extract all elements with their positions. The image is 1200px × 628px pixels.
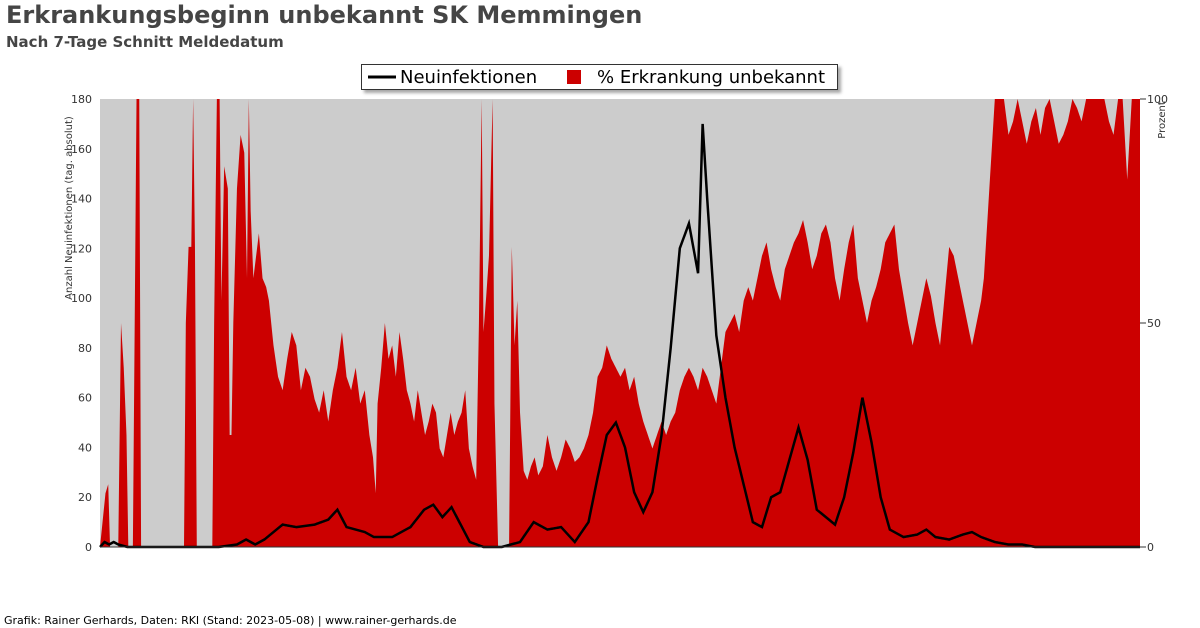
legend-label-neuinfektionen: Neuinfektionen (400, 67, 538, 88)
percent-unknown-area (100, 99, 1140, 547)
right-tick-label: 100 (1147, 93, 1168, 106)
percent-area-layer (100, 99, 1140, 547)
left-tick-label: 140 (71, 193, 92, 206)
left-tick-label: 40 (78, 441, 92, 454)
left-tick-label: 120 (71, 242, 92, 255)
left-tick-label: 100 (71, 292, 92, 305)
legend: Neuinfektionen % Erkrankung unbekannt (361, 64, 838, 90)
footer-credit: Grafik: Rainer Gerhards, Daten: RKI (Sta… (4, 614, 457, 627)
chart-subtitle: Nach 7-Tage Schnitt Meldedatum (6, 33, 284, 51)
infections-line (99, 123, 1140, 549)
legend-label-percent: % Erkrankung unbekannt (597, 67, 826, 88)
left-axis-label: Anzahl Neuinfektionen (tag. absolut) (64, 116, 75, 300)
legend-bar-swatch (567, 70, 581, 84)
left-tick-label: 80 (78, 342, 92, 355)
right-axis-label: Prozent (1157, 101, 1168, 139)
left-tick-label: 160 (71, 143, 92, 156)
left-tick-label: 180 (71, 93, 92, 106)
right-tick-label: 50 (1147, 317, 1161, 330)
infections-line-layer (99, 123, 1140, 549)
axes-layer: 0 20 40 60 80 100 120 140 160 180 0 50 100 (71, 93, 1168, 554)
right-tick-label: 0 (1147, 541, 1154, 554)
legend-line-swatch (368, 75, 396, 79)
left-tick-label: 20 (78, 491, 92, 504)
left-tick-label: 0 (85, 541, 92, 554)
left-tick-label: 60 (78, 392, 92, 405)
chart-title: Erkrankungsbeginn unbekannt SK Memmingen (6, 1, 643, 29)
